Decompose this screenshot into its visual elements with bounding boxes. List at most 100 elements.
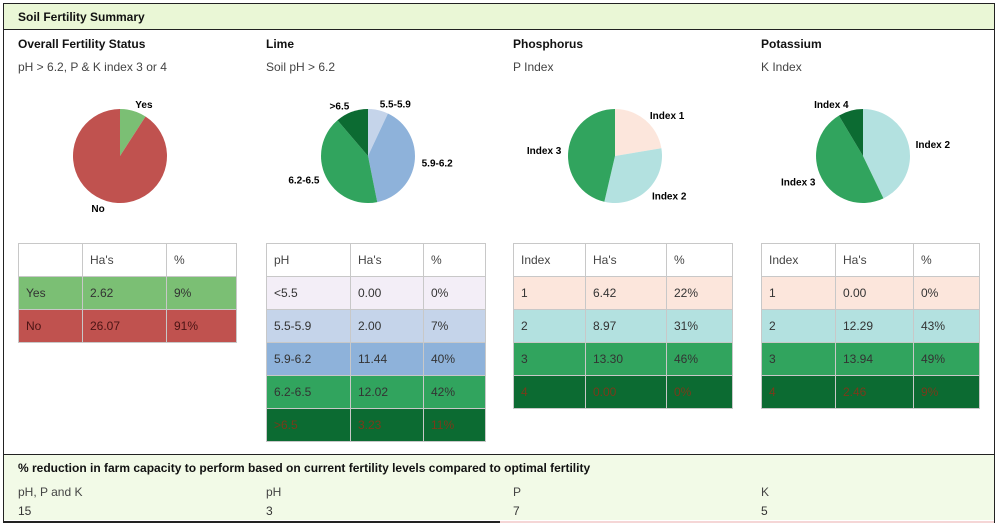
pie-slice-2 <box>863 109 911 199</box>
table-cell: 13.30 <box>585 342 667 376</box>
section-subtitle: K Index <box>761 60 802 74</box>
table-row: >6.5 3.23 11% <box>266 408 486 442</box>
pie-slice-3 <box>816 115 884 203</box>
pie-label: >6.5 <box>330 101 350 112</box>
table-cell: 26.07 <box>82 309 167 343</box>
reduction-label: pH, P and K <box>18 485 83 499</box>
section-title: Lime <box>266 37 295 51</box>
table-cell: 2 <box>513 309 586 343</box>
table-header-cell: pH <box>266 243 351 277</box>
table-cell: 40% <box>423 342 486 376</box>
reduction-value: 3 <box>266 504 273 518</box>
section-title: Potassium <box>761 37 822 51</box>
panel-title: Soil Fertility Summary <box>18 10 145 24</box>
section-subtitle: P Index <box>513 60 554 74</box>
table-row: 5.9-6.2 11.44 40% <box>266 342 486 376</box>
data-table: pH Ha's% <5.5 0.00 0% 5.5-5.9 2.00 7% 5.9-6.2 11.… <box>266 243 486 442</box>
table-header-cell: Index <box>513 243 586 277</box>
table-row: 5.5-5.9 2.00 7% <box>266 309 486 343</box>
pie-label: No <box>91 204 104 215</box>
pie-chart: Yes No <box>72 100 167 215</box>
table-cell: 4 <box>513 375 586 409</box>
table-header-cell: % <box>166 243 237 277</box>
pie-slice-5-5-5-9 <box>368 109 388 156</box>
table-header-row: Index Ha's% <box>761 243 980 277</box>
pie-chart: 5.5-5.9 5.9-6.2 6.2-6.5 >6.5 <box>288 99 453 203</box>
table-header-row: Ha's% <box>18 243 237 277</box>
pie-slice-yes <box>120 109 146 156</box>
table-cell: Yes <box>18 276 83 310</box>
reduction-title: % reduction in farm capacity to perform … <box>18 461 591 475</box>
table-cell: 2 <box>761 309 836 343</box>
table-row: 6.2-6.5 12.02 42% <box>266 375 486 409</box>
reduction-value: 5 <box>761 504 768 518</box>
table-cell: <5.5 <box>266 276 351 310</box>
table-cell: 3 <box>513 342 586 376</box>
table-cell: 9% <box>166 276 237 310</box>
pie-label: 5.5-5.9 <box>380 99 412 110</box>
table-cell: 6.2-6.5 <box>266 375 351 409</box>
reduction-value: 7 <box>513 504 520 518</box>
bottom-border <box>4 521 500 523</box>
table-cell: No <box>18 309 83 343</box>
pie-slice-6-5 <box>337 109 368 156</box>
table-row: No 26.07 91% <box>18 309 237 343</box>
pie-chart: Index 1 Index 2 Index 3 <box>527 109 687 203</box>
pie-label: Index 3 <box>781 178 816 189</box>
table-cell: 11% <box>423 408 486 442</box>
pie-slice-4 <box>838 109 863 156</box>
table-cell: 0.00 <box>350 276 424 310</box>
table-cell: 49% <box>913 342 980 376</box>
pie-slice-2 <box>604 148 662 203</box>
reduction-label: pH <box>266 485 282 499</box>
pie-label: Index 2 <box>652 191 687 202</box>
data-table: Index Ha's% 1 6.42 22% 2 8.97 31% 3 13.30 46% 4 0.00… <box>513 243 733 409</box>
panel-header: Soil Fertility Summary <box>4 4 994 30</box>
bottom-border-accent <box>500 521 994 523</box>
section-subtitle: Soil pH > 6.2 <box>266 60 336 74</box>
pie-slice-no <box>72 109 167 203</box>
pie-slice-1 <box>615 109 662 156</box>
table-cell: 7% <box>423 309 486 343</box>
table-cell: 12.02 <box>350 375 424 409</box>
table-header-cell: Ha's <box>350 243 424 277</box>
table-cell: 22% <box>666 276 733 310</box>
table-header-cell: Ha's <box>585 243 667 277</box>
pie-label: Index 4 <box>814 100 849 111</box>
section-title: Overall Fertility Status <box>18 37 146 51</box>
table-cell: 5.9-6.2 <box>266 342 351 376</box>
pie-slice-5-9-6-2 <box>368 113 415 203</box>
table-row: Yes 2.62 9% <box>18 276 237 310</box>
table-row: 1 0.00 0% <box>761 276 980 310</box>
table-cell: 6.42 <box>585 276 667 310</box>
table-header-cell <box>18 243 83 277</box>
table-row: <5.5 0.00 0% <box>266 276 486 310</box>
table-cell: 42% <box>423 375 486 409</box>
table-header-cell: % <box>666 243 733 277</box>
reduction-value: 15 <box>18 504 32 518</box>
table-row: 4 0.00 0% <box>513 375 733 409</box>
table-header-cell: Ha's <box>82 243 167 277</box>
section-title: Phosphorus <box>513 37 584 51</box>
reduction-label: P <box>513 485 522 499</box>
table-cell: 1 <box>513 276 586 310</box>
table-cell: 0% <box>913 276 980 310</box>
table-header-row: Index Ha's% <box>513 243 733 277</box>
table-header-cell: % <box>913 243 980 277</box>
table-header-row: pH Ha's% <box>266 243 486 277</box>
table-cell: 43% <box>913 309 980 343</box>
table-header-cell: Ha's <box>835 243 914 277</box>
table-cell: 11.44 <box>350 342 424 376</box>
table-cell: 0% <box>423 276 486 310</box>
table-row: 2 8.97 31% <box>513 309 733 343</box>
pie-label: Index 1 <box>650 111 685 122</box>
table-cell: 2.46 <box>835 375 914 409</box>
reduction-label: K <box>761 485 770 499</box>
data-table: Ha's% Yes 2.62 9% No 26.07 91% <box>18 243 237 343</box>
pie-label: 5.9-6.2 <box>422 158 454 169</box>
table-cell: 2.62 <box>82 276 167 310</box>
pie-label: Yes <box>135 100 153 111</box>
table-cell: 91% <box>166 309 237 343</box>
reduction-panel: % reduction in farm capacity to perform … <box>4 454 994 520</box>
table-cell: 0.00 <box>835 276 914 310</box>
